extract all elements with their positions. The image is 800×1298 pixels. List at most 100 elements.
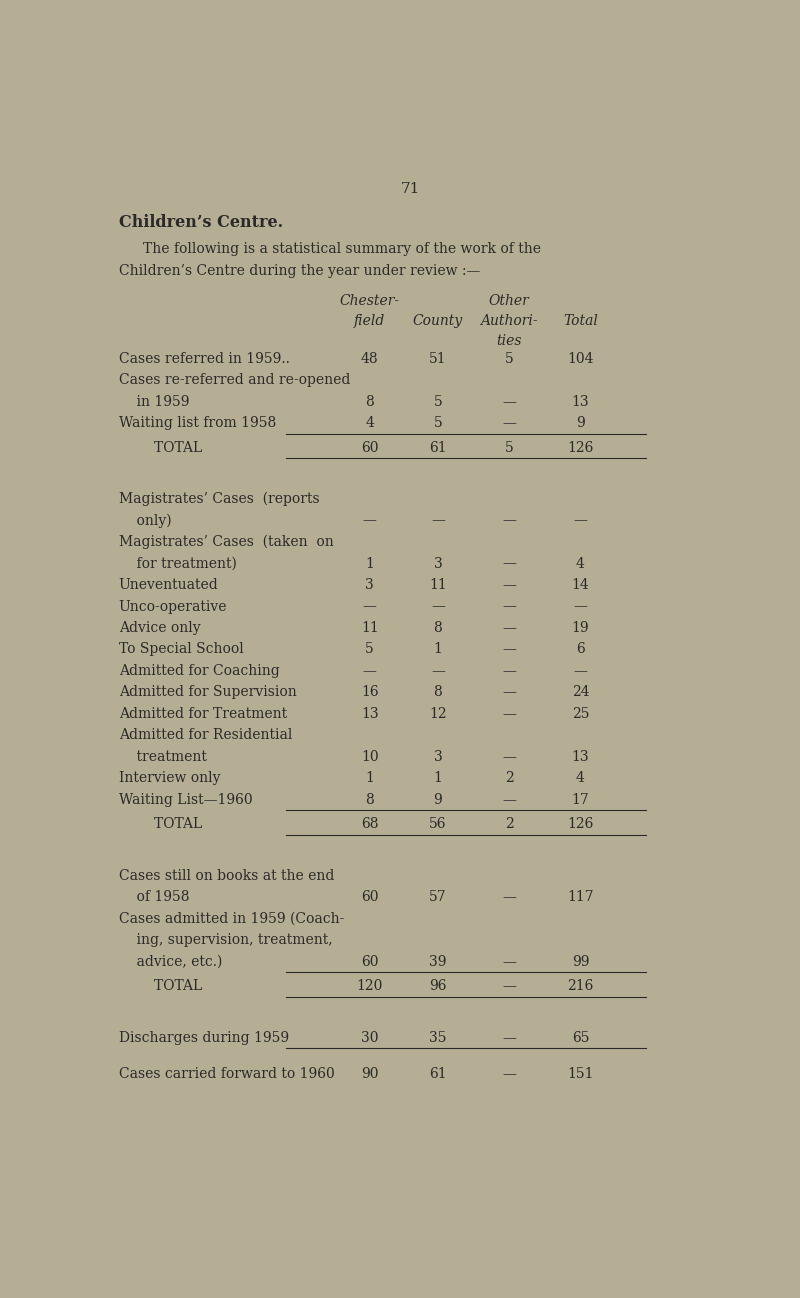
Text: 61: 61 (429, 440, 446, 454)
Text: 9: 9 (576, 417, 585, 430)
Text: advice, etc.): advice, etc.) (118, 955, 222, 968)
Text: 25: 25 (572, 707, 590, 720)
Text: —: — (574, 600, 587, 614)
Text: for treatment): for treatment) (118, 557, 237, 571)
Text: 120: 120 (357, 979, 383, 993)
Text: 4: 4 (576, 771, 585, 785)
Text: —: — (502, 707, 516, 720)
Text: 4: 4 (576, 557, 585, 571)
Text: Magistrates’ Cases  (taken  on: Magistrates’ Cases (taken on (118, 535, 334, 549)
Text: 126: 126 (567, 818, 594, 832)
Text: 1: 1 (366, 771, 374, 785)
Text: 60: 60 (361, 440, 378, 454)
Text: 13: 13 (572, 395, 590, 409)
Text: —: — (502, 793, 516, 807)
Text: —: — (502, 395, 516, 409)
Text: 11: 11 (361, 620, 378, 635)
Text: 151: 151 (567, 1067, 594, 1081)
Text: only): only) (118, 514, 171, 528)
Text: 4: 4 (366, 417, 374, 430)
Text: Admitted for Coaching: Admitted for Coaching (118, 665, 279, 678)
Text: —: — (574, 514, 587, 527)
Text: 90: 90 (361, 1067, 378, 1081)
Text: —: — (502, 417, 516, 430)
Text: To Special School: To Special School (118, 643, 243, 657)
Text: —: — (362, 665, 377, 678)
Text: TOTAL: TOTAL (118, 818, 202, 832)
Text: 2: 2 (505, 771, 514, 785)
Text: 68: 68 (361, 818, 378, 832)
Text: 35: 35 (429, 1031, 446, 1045)
Text: 11: 11 (429, 578, 446, 592)
Text: Children’s Centre during the year under review :—: Children’s Centre during the year under … (118, 263, 480, 278)
Text: Admitted for Treatment: Admitted for Treatment (118, 707, 286, 720)
Text: 8: 8 (366, 793, 374, 807)
Text: ing, supervision, treatment,: ing, supervision, treatment, (118, 933, 332, 948)
Text: 1: 1 (434, 771, 442, 785)
Text: ties: ties (497, 334, 522, 348)
Text: 56: 56 (429, 818, 446, 832)
Text: 16: 16 (361, 685, 378, 700)
Text: County: County (413, 314, 463, 327)
Text: 117: 117 (567, 890, 594, 905)
Text: Uneventuated: Uneventuated (118, 578, 218, 592)
Text: —: — (502, 979, 516, 993)
Text: —: — (431, 665, 445, 678)
Text: —: — (431, 514, 445, 527)
Text: Cases referred in 1959..: Cases referred in 1959.. (118, 352, 290, 366)
Text: treatment: treatment (118, 750, 206, 765)
Text: —: — (502, 665, 516, 678)
Text: 13: 13 (361, 707, 378, 720)
Text: —: — (431, 600, 445, 614)
Text: Waiting List—1960: Waiting List—1960 (118, 793, 252, 807)
Text: Waiting list from 1958: Waiting list from 1958 (118, 417, 276, 430)
Text: Admitted for Supervision: Admitted for Supervision (118, 685, 296, 700)
Text: 8: 8 (434, 620, 442, 635)
Text: Admitted for Residential: Admitted for Residential (118, 728, 292, 742)
Text: —: — (502, 600, 516, 614)
Text: 1: 1 (366, 557, 374, 571)
Text: 61: 61 (429, 1067, 446, 1081)
Text: 5: 5 (434, 395, 442, 409)
Text: —: — (502, 557, 516, 571)
Text: —: — (502, 1031, 516, 1045)
Text: 14: 14 (572, 578, 590, 592)
Text: 5: 5 (366, 643, 374, 657)
Text: 9: 9 (434, 793, 442, 807)
Text: 1: 1 (434, 643, 442, 657)
Text: of 1958: of 1958 (118, 890, 189, 905)
Text: The following is a statistical summary of the work of the: The following is a statistical summary o… (143, 241, 542, 256)
Text: 19: 19 (572, 620, 590, 635)
Text: 3: 3 (366, 578, 374, 592)
Text: 30: 30 (361, 1031, 378, 1045)
Text: —: — (502, 955, 516, 968)
Text: —: — (502, 890, 516, 905)
Text: —: — (502, 578, 516, 592)
Text: 60: 60 (361, 890, 378, 905)
Text: 3: 3 (434, 750, 442, 765)
Text: —: — (502, 1067, 516, 1081)
Text: Unco-operative: Unco-operative (118, 600, 227, 614)
Text: —: — (574, 665, 587, 678)
Text: field: field (354, 314, 386, 327)
Text: 126: 126 (567, 440, 594, 454)
Text: in 1959: in 1959 (118, 395, 189, 409)
Text: 2: 2 (505, 818, 514, 832)
Text: —: — (362, 600, 377, 614)
Text: 65: 65 (572, 1031, 590, 1045)
Text: Advice only: Advice only (118, 620, 200, 635)
Text: 39: 39 (429, 955, 446, 968)
Text: —: — (502, 750, 516, 765)
Text: TOTAL: TOTAL (118, 979, 202, 993)
Text: 96: 96 (429, 979, 446, 993)
Text: Cases carried forward to 1960: Cases carried forward to 1960 (118, 1067, 334, 1081)
Text: 13: 13 (572, 750, 590, 765)
Text: TOTAL: TOTAL (118, 440, 202, 454)
Text: Chester-: Chester- (340, 293, 400, 308)
Text: 48: 48 (361, 352, 378, 366)
Text: 99: 99 (572, 955, 590, 968)
Text: 5: 5 (505, 440, 514, 454)
Text: 12: 12 (429, 707, 446, 720)
Text: 51: 51 (429, 352, 446, 366)
Text: Children’s Centre.: Children’s Centre. (118, 214, 282, 231)
